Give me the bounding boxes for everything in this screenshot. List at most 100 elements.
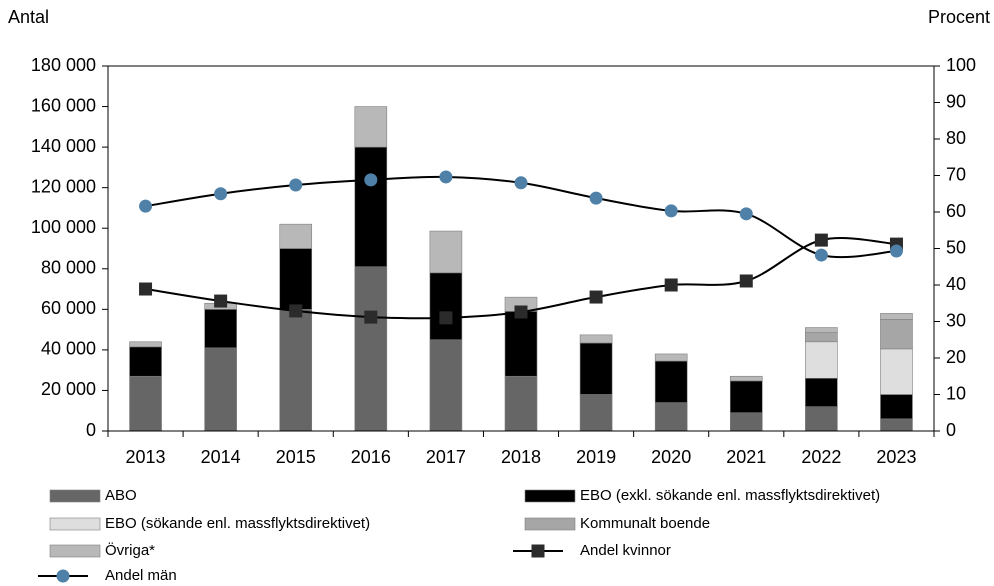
legend-swatch <box>524 517 576 531</box>
legend-label: Övriga* <box>105 541 155 559</box>
bar-segment <box>805 406 838 432</box>
x-tick-label: 2013 <box>126 447 166 467</box>
bar-segment <box>729 380 763 414</box>
bar-segment <box>504 311 538 377</box>
x-tick-label: 2014 <box>201 447 241 467</box>
bar-segment <box>129 346 162 377</box>
legend-label: Kommunalt boende <box>580 515 710 532</box>
line-marker <box>289 304 303 318</box>
bar-segment <box>880 418 913 432</box>
y2-axis-label: Procent <box>928 7 990 27</box>
bar-segment <box>354 106 388 148</box>
legend-label: EBO (exkl. sökande enl. massflyktsdirekt… <box>580 487 880 504</box>
line-marker <box>664 278 678 292</box>
x-tick-label: 2019 <box>576 447 616 467</box>
bar-segment <box>354 146 388 268</box>
legend-marker <box>56 569 70 583</box>
line-marker <box>514 176 528 190</box>
y2-tick-label: 40 <box>946 274 966 294</box>
x-tick-label: 2021 <box>726 447 766 467</box>
legend-label: Andel kvinnor <box>580 542 671 559</box>
bar-segment <box>204 309 237 349</box>
legend-label: EBO (sökande enl. massflyktsdirektivet) <box>105 515 370 532</box>
bar-segment <box>279 248 313 310</box>
x-tick-label: 2020 <box>651 447 691 467</box>
line-marker <box>514 305 528 319</box>
bar-segment <box>279 309 313 432</box>
line-marker <box>589 290 603 304</box>
y-tick-label: 140 000 <box>31 136 96 156</box>
y-tick-label: 40 000 <box>41 339 96 359</box>
x-tick-label: 2018 <box>501 447 541 467</box>
y2-tick-label: 20 <box>946 347 966 367</box>
line-marker <box>814 233 828 247</box>
y2-tick-label: 90 <box>946 91 966 111</box>
bar-segment <box>429 339 463 432</box>
bar-segment <box>729 375 763 382</box>
bar-segment <box>579 334 613 344</box>
y-tick-label: 0 <box>86 420 96 440</box>
bar-segment <box>805 332 838 343</box>
x-tick-label: 2017 <box>426 447 466 467</box>
legend-swatch <box>49 544 101 558</box>
bar-segment <box>429 230 463 274</box>
line-marker <box>289 178 303 192</box>
y2-tick-label: 50 <box>946 237 966 257</box>
x-tick-label: 2023 <box>876 447 916 467</box>
line-marker <box>739 274 753 288</box>
y-tick-label: 60 000 <box>41 298 96 318</box>
line-marker <box>439 170 453 184</box>
legend-swatch <box>49 489 101 503</box>
line-marker <box>139 282 153 296</box>
line-marker <box>139 199 153 213</box>
y2-tick-label: 10 <box>946 383 966 403</box>
legend-label: Andel män <box>105 567 177 584</box>
y-tick-label: 160 000 <box>31 95 96 115</box>
bar-segment <box>880 319 913 350</box>
x-tick-label: 2015 <box>276 447 316 467</box>
x-tick-label: 2022 <box>801 447 841 467</box>
line-marker <box>364 173 378 187</box>
bar-segment <box>204 347 237 432</box>
line-marker <box>739 207 753 221</box>
bar-segment <box>279 223 313 249</box>
plot-frame <box>107 65 935 432</box>
bar-segment <box>729 412 763 432</box>
bar-segment <box>654 353 688 362</box>
x-tick-label: 2016 <box>351 447 391 467</box>
y-axis-label: Antal <box>8 7 49 27</box>
bar-segment <box>129 341 162 348</box>
y-tick-label: 180 000 <box>31 55 96 75</box>
line-marker <box>814 248 828 262</box>
legend-swatch <box>49 517 101 531</box>
legend-swatch <box>524 489 576 503</box>
y-tick-label: 80 000 <box>41 258 96 278</box>
bar-segment <box>504 375 538 432</box>
y2-tick-label: 30 <box>946 310 966 330</box>
bar-segment <box>805 327 838 333</box>
y2-tick-label: 100 <box>946 55 976 75</box>
bar-segment <box>429 272 463 341</box>
y2-tick-label: 60 <box>946 201 966 221</box>
y-tick-label: 20 000 <box>41 379 96 399</box>
legend-label: ABO <box>105 487 137 504</box>
y2-tick-label: 0 <box>946 420 956 440</box>
bar-segment <box>880 394 913 420</box>
bar-segment <box>129 375 162 432</box>
line-marker <box>889 244 903 258</box>
bar-segment <box>654 402 688 432</box>
y2-tick-label: 70 <box>946 164 966 184</box>
y2-tick-label: 80 <box>946 128 966 148</box>
bar-segment <box>880 348 913 395</box>
y-tick-label: 120 000 <box>31 176 96 196</box>
line-marker <box>214 187 228 201</box>
bar-segment <box>805 341 838 379</box>
line-marker <box>664 204 678 218</box>
y-tick-label: 100 000 <box>31 217 96 237</box>
bar-segment <box>354 266 388 432</box>
bar-segment <box>654 360 688 403</box>
legend-marker <box>531 544 545 558</box>
line-marker <box>589 191 603 205</box>
line-marker <box>364 310 378 324</box>
